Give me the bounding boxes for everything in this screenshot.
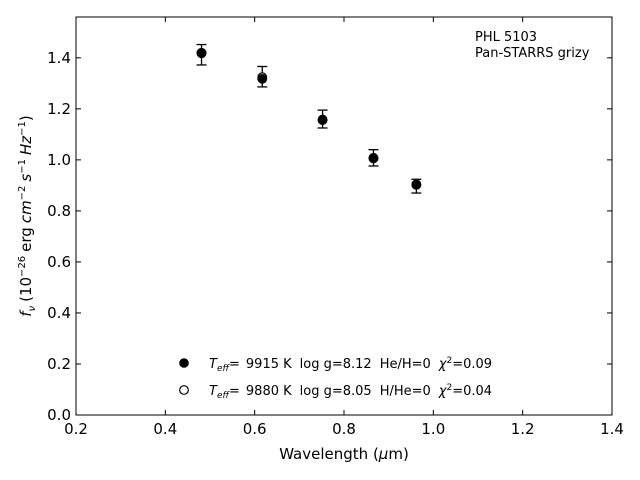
legend-filled-marker bbox=[179, 358, 189, 368]
y-tick-label: 0.4 bbox=[47, 304, 71, 322]
annotation-object-name: PHL 5103 bbox=[475, 30, 537, 45]
x-tick-label: 0.6 bbox=[243, 420, 267, 438]
x-tick-label: 0.4 bbox=[153, 420, 177, 438]
x-tick-label: 1.2 bbox=[511, 420, 535, 438]
x-tick-label: 0.8 bbox=[332, 420, 356, 438]
y-tick-label: 1.0 bbox=[47, 151, 71, 169]
legend-open-marker bbox=[179, 385, 189, 395]
annotation-survey-name: Pan-STARRS grizy bbox=[475, 46, 590, 61]
x-tick-label: 0.2 bbox=[64, 420, 88, 438]
y-tick-label: 1.4 bbox=[47, 49, 71, 67]
x-tick-label: 1.0 bbox=[421, 420, 445, 438]
data-point-filled-top bbox=[368, 153, 379, 164]
data-point-filled-top bbox=[317, 115, 328, 125]
y-tick-label: 1.2 bbox=[47, 100, 71, 118]
data-point-filled-top bbox=[411, 179, 422, 190]
x-axis-label: Wavelength (μm) bbox=[279, 445, 409, 463]
y-tick-label: 0.8 bbox=[47, 202, 71, 220]
y-tick-label: 0.2 bbox=[47, 355, 71, 373]
y-tick-label: 0.0 bbox=[47, 406, 71, 424]
data-point-filled-top bbox=[257, 73, 268, 84]
plot-frame bbox=[75, 16, 613, 416]
x-tick-label: 1.4 bbox=[600, 420, 624, 438]
y-axis-label: fν(10−26ergcm−2s−1Hz−1) bbox=[17, 115, 38, 317]
data-point-filled-top bbox=[196, 48, 207, 59]
y-tick-label: 0.6 bbox=[47, 253, 71, 271]
